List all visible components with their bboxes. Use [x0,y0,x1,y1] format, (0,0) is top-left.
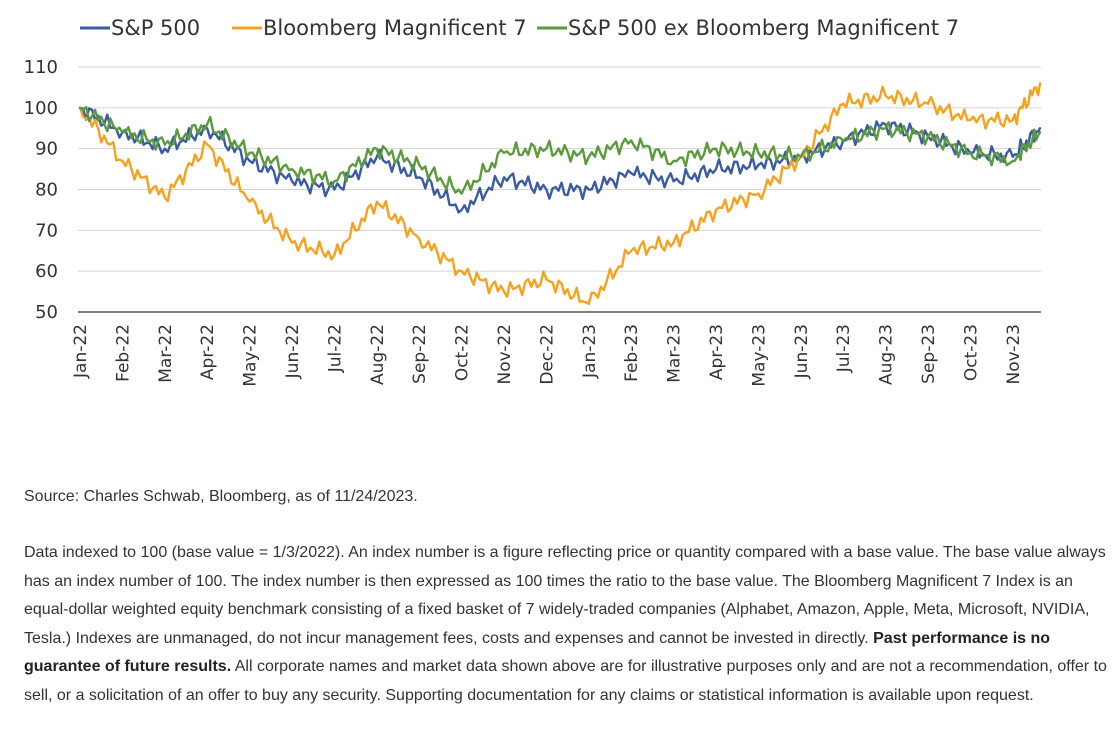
x-tick-label: Jan-22 [71,324,91,379]
x-tick-label: Mar-22 [156,324,176,383]
source-note: Source: Charles Schwab, Bloomberg, as of… [24,488,418,505]
x-tick-label: Jul-23 [834,324,854,373]
y-tick-label: 60 [35,261,58,282]
line-chart: S&P 500 Bloomberg Magnificent 7 S&P 500 ex… [24,16,1042,387]
legend-label-1: S&P 500 [111,16,200,40]
x-tick-label: Aug-22 [368,324,388,385]
x-tick-label: Nov-23 [1004,324,1024,385]
y-tick-label: 90 [35,139,58,160]
series-line-2 [78,82,1042,305]
y-axis-ticks: 110 100 90 80 70 60 50 [24,57,58,323]
x-tick-label: Jun-23 [792,324,812,379]
x-tick-label: Dec-22 [537,324,557,385]
x-tick-label: Jul-22 [325,324,345,373]
notes-text-intro: Data indexed to 100 (base value = 1/3/20… [24,544,1106,647]
series-line-1 [78,106,1042,214]
series-line-3 [78,105,1042,195]
x-tick-label: Apr-22 [198,324,218,380]
disclosure-notes: Data indexed to 100 (base value = 1/3/20… [24,539,1112,710]
legend-label-3: S&P 500 ex Bloomberg Magnificent 7 [568,16,959,40]
x-tick-label: Sep-22 [410,324,430,384]
chart-legend: S&P 500 Bloomberg Magnificent 7 S&P 500 ex… [80,16,959,40]
notes-text-outro: All corporate names and market data show… [24,658,1107,704]
x-tick-label: Nov-22 [495,324,515,385]
legend-label-2: Bloomberg Magnificent 7 [263,16,527,40]
x-tick-label: Oct-22 [453,324,473,381]
x-tick-label: Aug-23 [877,324,897,385]
y-tick-label: 100 [24,98,58,119]
x-tick-label: Feb-22 [113,324,133,382]
x-tick-label: Feb-23 [622,324,642,382]
x-tick-label: Apr-23 [707,324,727,380]
y-tick-label: 110 [24,57,58,78]
x-tick-label: May-23 [749,324,769,387]
notes-bold-warning: Past performance is no guarantee of futu… [24,629,1051,676]
x-axis-ticks: Jan-22 Feb-22 Mar-22 Apr-22 May-22 Jun-22 Jul-… [71,324,1024,387]
y-tick-label: 50 [35,302,58,323]
y-tick-label: 70 [35,220,58,241]
x-tick-label: Jun-22 [283,324,303,379]
chart-series-lines [78,82,1042,305]
x-tick-label: May-22 [241,324,261,387]
x-tick-label: Sep-23 [919,324,939,384]
x-tick-label: Mar-23 [665,324,685,383]
x-tick-label: Oct-23 [961,324,981,381]
y-tick-label: 80 [35,180,58,201]
x-tick-label: Jan-23 [580,324,600,379]
